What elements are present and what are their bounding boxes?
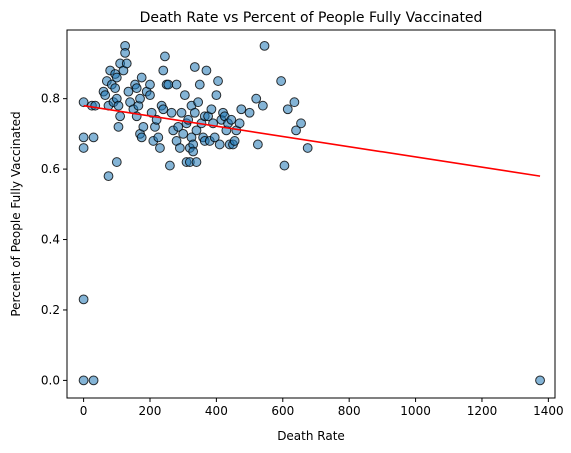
scatter-point (214, 139, 225, 150)
x-tick-label: 1400 (533, 404, 564, 418)
scatter-point (160, 51, 170, 62)
scatter-point (259, 40, 270, 51)
y-tick-label: 0.6 (41, 162, 60, 176)
x-tick-label: 200 (139, 404, 162, 418)
scatter-point (289, 97, 300, 108)
scatter-point (136, 72, 147, 83)
scatter-point (251, 93, 262, 104)
scatter-point (78, 97, 89, 108)
scatter-point (155, 143, 165, 153)
scatter-point (158, 65, 169, 76)
scatter-point (131, 83, 142, 94)
scatter-point (229, 136, 240, 146)
scatter-point (206, 104, 217, 115)
scatter-point (78, 143, 89, 153)
scatter-point (279, 160, 290, 171)
scatter-point (171, 79, 182, 90)
scatter-point (121, 58, 132, 69)
scatter-point (120, 47, 130, 58)
scatter-point (191, 125, 202, 136)
y-tick-label: 0.8 (41, 92, 60, 106)
scatter-point (78, 375, 89, 386)
scatter-point (282, 104, 293, 115)
chart-title: Death Rate vs Percent of People Fully Va… (140, 10, 483, 26)
scatter-point (179, 90, 190, 101)
scatter-point (78, 132, 89, 143)
x-tick-label: 0 (80, 404, 88, 418)
fit-line-layer (83, 104, 541, 177)
x-axis-label: Death Rate (277, 429, 345, 443)
scatter-point (291, 125, 301, 136)
scatter-point (113, 100, 124, 111)
scatter-point (100, 90, 111, 101)
scatter-point (191, 157, 202, 167)
scatter-point (257, 100, 268, 111)
scatter-point (113, 121, 124, 132)
scatter-point (189, 62, 200, 72)
x-tick-label: 400 (205, 404, 228, 418)
scatter-point (193, 97, 204, 108)
plot-frame (66, 29, 556, 399)
scatter-point (110, 83, 121, 94)
scatter-point (111, 157, 122, 167)
x-tick-label: 1200 (467, 404, 498, 418)
scatter-point (213, 76, 223, 86)
scatter-point (201, 65, 212, 76)
scatter-point (188, 146, 199, 157)
y-tick-label: 0.2 (41, 303, 60, 317)
scatter-point (209, 132, 220, 143)
scatter-point (111, 72, 122, 83)
regression-line (83, 104, 541, 177)
scatter-point (244, 107, 255, 118)
scatter-point (145, 79, 155, 90)
scatter-point (236, 104, 247, 115)
scatter-point (135, 93, 145, 104)
scatter-point (226, 114, 237, 125)
scatter-point (145, 90, 155, 101)
scatter-point (166, 107, 177, 118)
y-tick-label: 0.4 (41, 233, 60, 247)
scatter-point (178, 128, 189, 139)
scatter-point (103, 171, 114, 182)
scatter-point (173, 121, 184, 132)
y-axis-label: Percent of People Fully Vaccinated (9, 111, 23, 316)
x-tick-label: 600 (271, 404, 294, 418)
y-axis: 0.0 0.2 0.4 0.6 0.8 (41, 92, 67, 387)
x-tick-label: 1000 (400, 404, 431, 418)
scatter-point (302, 143, 313, 153)
y-tick-label: 0.0 (41, 373, 60, 387)
scatter-point (252, 139, 263, 150)
scatter-point (153, 132, 164, 143)
points-layer (78, 40, 545, 386)
scatter-point (138, 121, 149, 132)
scatter-point (234, 118, 245, 129)
scatter-point (163, 79, 174, 90)
x-tick-label: 800 (338, 404, 361, 418)
scatter-point (136, 132, 147, 143)
scatter-point (158, 104, 169, 115)
scatter-point (276, 76, 287, 86)
scatter-point (174, 143, 185, 153)
scatter-point (88, 132, 99, 143)
scatter-point (176, 107, 187, 118)
scatter-point (115, 111, 126, 122)
scatter-point (211, 90, 222, 101)
scatter-point (78, 294, 89, 305)
scatter-point (194, 79, 205, 90)
scatter-point (535, 375, 545, 386)
scatter-point (123, 86, 134, 97)
x-axis: 0 200 400 600 800 1000 1200 1400 (80, 398, 564, 418)
scatter-point (189, 107, 200, 118)
scatter-point (88, 375, 99, 386)
scatter-point (146, 107, 157, 118)
scatter-point (296, 118, 306, 129)
scatter-point (165, 160, 175, 171)
